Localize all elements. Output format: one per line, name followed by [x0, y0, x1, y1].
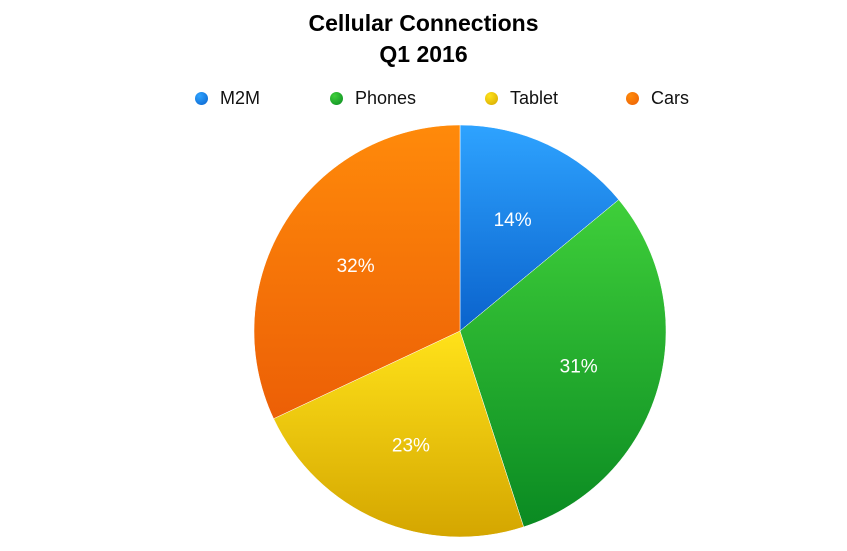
chart-title-line-1: Cellular Connections [308, 10, 539, 36]
legend-swatch-tablet [485, 91, 498, 105]
legend-swatch-phones [330, 91, 343, 105]
legend-label-tablet: Tablet [510, 87, 559, 108]
slice-label-cars: 32% [337, 256, 375, 277]
pie-slice-m2m [459, 124, 620, 332]
slice-label-tablet: 23% [392, 435, 430, 456]
chart-title-line-2: Q1 2016 [379, 41, 468, 67]
legend-swatch-m2m [195, 91, 208, 105]
legend-item-cars: Cars [626, 86, 689, 110]
slice-label-m2m: 14% [494, 210, 532, 231]
legend-item-tablet: Tablet [485, 86, 558, 110]
legend-label-m2m: M2M [220, 87, 260, 108]
pie-slice-tablet [273, 330, 524, 538]
legend-label-cars: Cars [651, 87, 690, 108]
slice-label-phones: 31% [560, 357, 598, 378]
legend-item-phones: Phones [330, 86, 416, 110]
legend-label-phones: Phones [355, 87, 417, 108]
pie-slice-phones [459, 199, 667, 528]
pie-slice-cars [253, 124, 461, 420]
legend-item-m2m: M2M [195, 86, 260, 110]
legend-swatch-cars [626, 91, 639, 105]
chart-legend: M2M Phones Tablet Cars [0, 86, 847, 110]
